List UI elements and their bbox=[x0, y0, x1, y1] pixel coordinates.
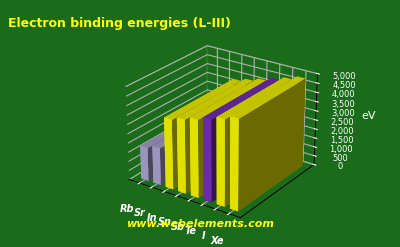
Text: Electron binding energies (L-III): Electron binding energies (L-III) bbox=[8, 17, 231, 30]
Text: www.webelements.com: www.webelements.com bbox=[126, 219, 274, 229]
